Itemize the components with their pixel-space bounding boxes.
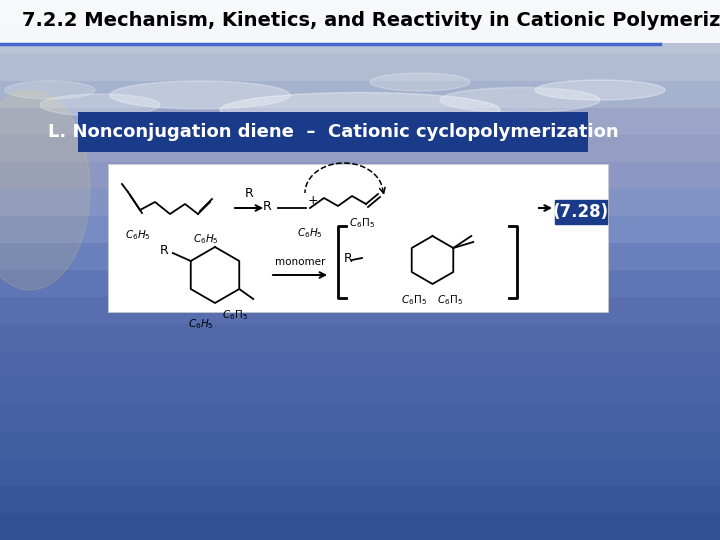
Ellipse shape: [0, 90, 90, 290]
Bar: [0, 378, 720, 405]
Text: $C_6\Pi_5$: $C_6\Pi_5$: [438, 293, 464, 307]
Text: $C_6\Pi_5$: $C_6\Pi_5$: [222, 308, 248, 322]
Ellipse shape: [110, 81, 290, 109]
Bar: [0, 513, 720, 540]
Bar: [0, 405, 720, 432]
Bar: [0, 162, 720, 189]
Bar: [0, 108, 720, 135]
Bar: [0, 189, 720, 216]
Bar: [0, 54, 720, 81]
Text: (7.28): (7.28): [553, 203, 609, 221]
Bar: [0, 135, 720, 162]
Text: +: +: [307, 193, 318, 206]
Bar: [0, 0, 720, 27]
Bar: [555, 200, 607, 224]
Bar: [0, 243, 720, 270]
Bar: [0, 432, 720, 459]
Ellipse shape: [220, 92, 500, 127]
Ellipse shape: [370, 73, 470, 91]
Bar: [0, 81, 720, 108]
Text: L. Nonconjugation diene  –  Cationic cyclopolymerization: L. Nonconjugation diene – Cationic cyclo…: [48, 123, 618, 141]
Bar: [0, 216, 720, 243]
Text: $C_6\Pi_5$: $C_6\Pi_5$: [349, 216, 375, 230]
Text: R: R: [160, 245, 168, 258]
Bar: [78, 112, 588, 152]
Bar: [0, 27, 720, 54]
Bar: [0, 324, 720, 351]
Ellipse shape: [5, 81, 95, 99]
Text: R: R: [264, 199, 272, 213]
Text: $C_6H_5$: $C_6H_5$: [188, 317, 214, 331]
Text: $C_6H_5$: $C_6H_5$: [125, 228, 151, 242]
Text: 7.2.2 Mechanism, Kinetics, and Reactivity in Cationic Polymerization: 7.2.2 Mechanism, Kinetics, and Reactivit…: [22, 11, 720, 30]
Bar: [108, 164, 608, 312]
Bar: [0, 351, 720, 378]
Text: $C_6H_5$: $C_6H_5$: [193, 232, 219, 246]
Bar: [0, 297, 720, 324]
Bar: [0, 270, 720, 297]
Text: $C_6H_5$: $C_6H_5$: [297, 226, 323, 240]
Text: R: R: [245, 187, 253, 200]
Bar: [0, 486, 720, 513]
Text: R: R: [344, 252, 353, 265]
Ellipse shape: [440, 87, 600, 112]
Text: $C_6\Pi_5$: $C_6\Pi_5$: [402, 293, 428, 307]
Ellipse shape: [40, 94, 160, 116]
Ellipse shape: [535, 80, 665, 100]
Bar: [0, 459, 720, 486]
Text: monomer: monomer: [275, 257, 325, 267]
Bar: [0, 0, 720, 43]
